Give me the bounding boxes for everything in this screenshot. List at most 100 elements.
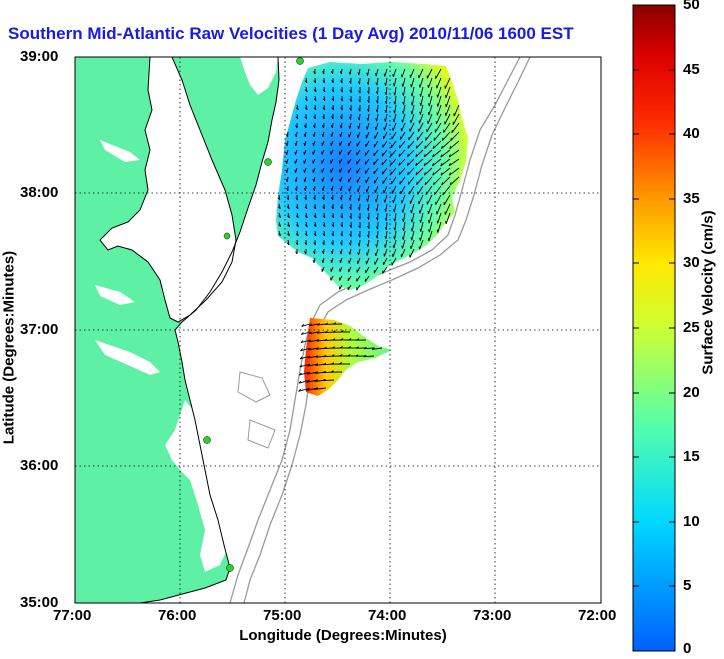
velocity-arrowhead [306,380,310,383]
velocity-arrowhead [278,215,281,219]
velocity-arrowhead [393,92,396,96]
velocity-arrowhead [384,235,387,239]
velocity-arrowhead [295,215,299,219]
velocity-arrowhead [356,338,360,341]
velocity-arrowhead [348,116,352,120]
velocity-arrowhead [286,233,290,237]
velocity-arrowhead [348,134,350,138]
velocity-arrow [308,339,319,343]
velocity-arrowhead [294,178,297,183]
velocity-arrowhead [331,116,334,120]
velocity-arrow [400,248,406,258]
velocity-arrowhead [304,215,308,219]
velocity-arrow [394,212,397,222]
velocity-arrow [384,194,388,203]
velocity-arrowhead [312,188,315,192]
velocity-arrow [314,387,327,390]
velocity-arrowhead [375,244,378,248]
velocity-arrowhead [313,125,316,129]
velocity-arrow [358,68,361,76]
velocity-arrow [365,176,370,184]
velocity-arrowhead [317,322,321,326]
velocity-arrowhead [313,71,316,75]
velocity-arrow [428,230,433,242]
velocity-arrowhead [294,188,298,192]
velocity-arrowhead [384,217,387,221]
velocity-arrowhead [300,332,304,335]
velocity-arrow [402,113,406,123]
y-tick-label: 38:00 [20,184,59,201]
velocity-arrowhead [367,225,370,229]
velocity-arrow [356,284,361,291]
velocity-arrowhead [366,117,369,121]
velocity-arrow [451,122,460,134]
velocity-arrowhead [306,371,310,375]
velocity-arrowhead [419,111,421,115]
velocity-arrow [393,77,397,87]
velocity-arrow [441,176,451,186]
velocity-arrow [410,77,415,88]
velocity-arrowhead [322,80,325,84]
velocity-arrow [444,77,451,89]
velocity-arrow [423,149,433,158]
velocity-arrow [356,275,361,282]
station-marker [223,232,231,240]
velocity-arrow [416,131,424,141]
velocity-arrowhead [300,340,304,344]
velocity-arrow [436,104,442,116]
velocity-arrow [385,95,388,104]
velocity-arrow [299,363,311,368]
velocity-arrowhead [339,133,341,137]
velocity-arrowhead [432,172,435,176]
velocity-arrowhead [339,197,342,201]
velocity-arrow [384,68,388,77]
x-axis-label: Longitude (Degrees:Minutes) [239,627,447,644]
velocity-arrowhead [294,160,296,164]
velocity-arrow [385,86,388,95]
velocity-arrowhead [330,370,334,373]
velocity-arrowhead [358,216,361,220]
velocity-arrowhead [303,178,306,183]
velocity-arrowhead [390,162,392,166]
velocity-arrowhead [363,346,367,350]
velocity-arrowhead [357,188,359,192]
velocity-arrow [448,158,460,167]
velocity-arrowhead [375,82,378,86]
depth-contour [247,419,276,449]
velocity-arrowhead [450,137,452,141]
velocity-arrowhead [324,330,328,333]
velocity-arrowhead [322,233,325,237]
velocity-arrow [403,212,406,222]
velocity-arrowhead [285,134,289,138]
velocity-arrowhead [375,199,377,203]
velocity-arrowhead [322,224,326,228]
colorbar-tick-label: 40 [683,125,700,142]
velocity-arrowhead [313,387,317,390]
velocity-arrow [385,212,388,221]
velocity-arrow [349,248,352,255]
velocity-arrowhead [375,208,378,212]
velocity-arrowhead [321,142,323,146]
velocity-arrow [391,176,397,185]
velocity-arrow [349,122,352,129]
velocity-arrow [444,203,451,215]
velocity-arrowhead [322,215,326,219]
velocity-arrowhead [285,178,288,183]
velocity-arrow [385,203,388,212]
velocity-arrowhead [366,81,369,85]
velocity-arrowhead [295,233,299,237]
velocity-arrowhead [330,251,333,255]
velocity-arrowhead [393,101,396,105]
velocity-arrow [424,167,433,176]
velocity-arrow [437,95,442,107]
velocity-arrow [415,140,424,149]
velocity-arrowhead [295,116,299,120]
velocity-arrowhead [401,83,404,87]
velocity-arrow [358,194,361,202]
velocity-arrowhead [332,330,336,333]
velocity-arrow [300,339,311,344]
velocity-arrowhead [363,354,367,358]
velocity-arrowhead [313,89,317,93]
velocity-arrow [394,95,397,105]
velocity-arrowhead [321,125,325,129]
